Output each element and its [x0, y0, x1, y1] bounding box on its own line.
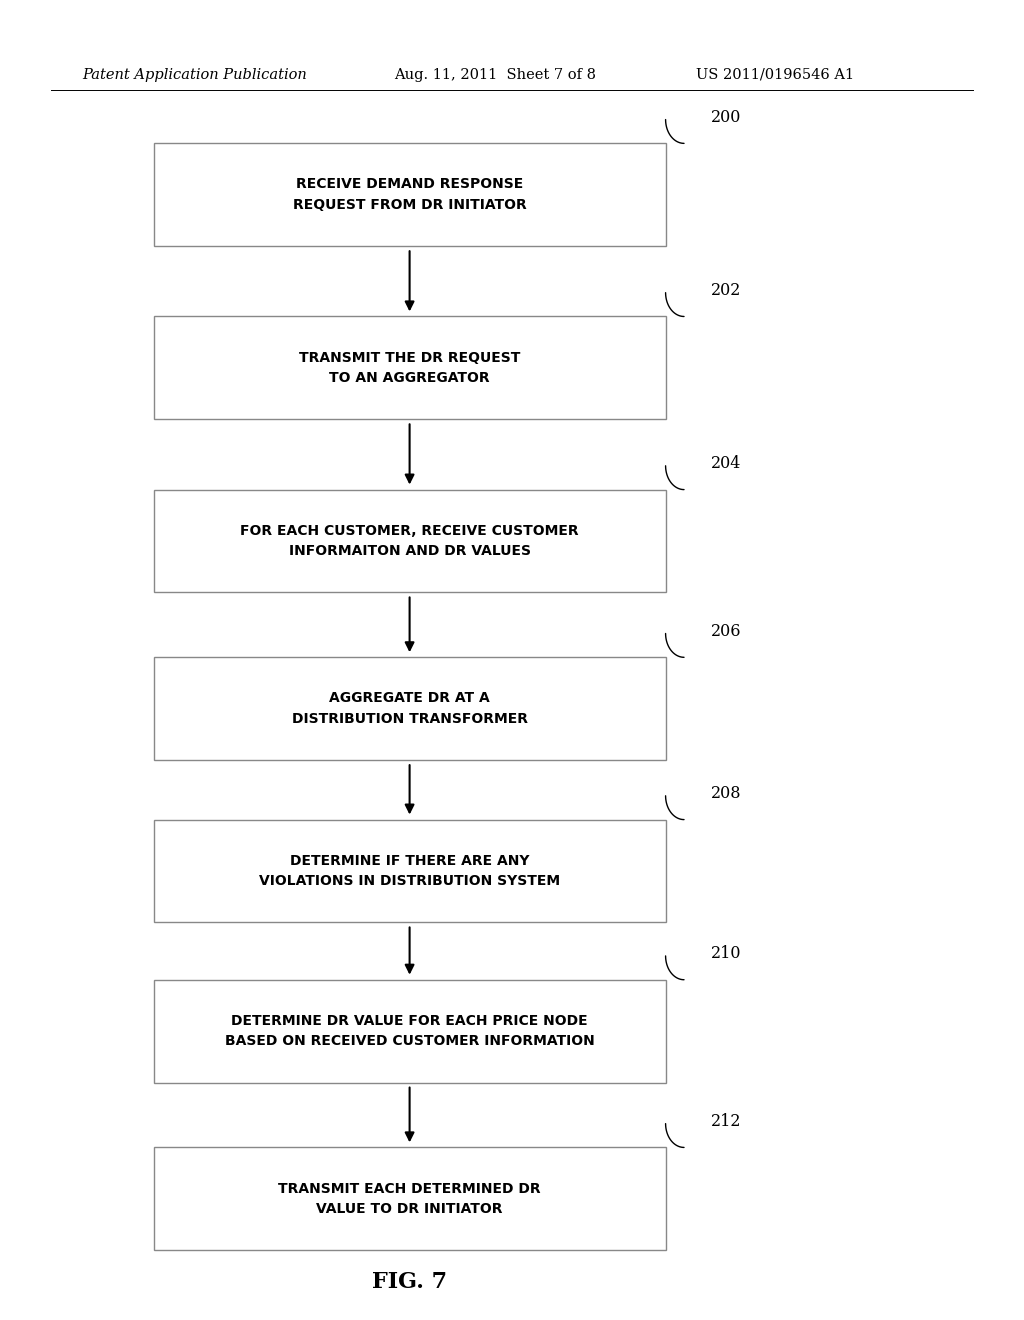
Text: TRANSMIT THE DR REQUEST
TO AN AGGREGATOR: TRANSMIT THE DR REQUEST TO AN AGGREGATOR	[299, 351, 520, 385]
Text: 212: 212	[711, 1113, 741, 1130]
Bar	[154, 490, 666, 593]
Bar	[154, 820, 666, 923]
Text: FOR EACH CUSTOMER, RECEIVE CUSTOMER
INFORMAITON AND DR VALUES: FOR EACH CUSTOMER, RECEIVE CUSTOMER INFO…	[241, 524, 579, 558]
Text: 204: 204	[711, 455, 741, 473]
Text: Patent Application Publication: Patent Application Publication	[82, 69, 306, 82]
Text: 208: 208	[711, 785, 741, 803]
Text: TRANSMIT EACH DETERMINED DR
VALUE TO DR INITIATOR: TRANSMIT EACH DETERMINED DR VALUE TO DR …	[279, 1181, 541, 1216]
Text: 210: 210	[711, 945, 741, 962]
Bar	[154, 144, 666, 246]
Text: US 2011/0196546 A1: US 2011/0196546 A1	[696, 69, 854, 82]
Bar	[154, 317, 666, 420]
Text: Aug. 11, 2011  Sheet 7 of 8: Aug. 11, 2011 Sheet 7 of 8	[394, 69, 596, 82]
Text: FIG. 7: FIG. 7	[372, 1271, 447, 1294]
Text: AGGREGATE DR AT A
DISTRIBUTION TRANSFORMER: AGGREGATE DR AT A DISTRIBUTION TRANSFORM…	[292, 692, 527, 726]
Text: RECEIVE DEMAND RESPONSE
REQUEST FROM DR INITIATOR: RECEIVE DEMAND RESPONSE REQUEST FROM DR …	[293, 177, 526, 213]
Text: 202: 202	[711, 281, 741, 298]
Bar	[154, 657, 666, 760]
Text: 206: 206	[711, 623, 741, 640]
Text: DETERMINE IF THERE ARE ANY
VIOLATIONS IN DISTRIBUTION SYSTEM: DETERMINE IF THERE ARE ANY VIOLATIONS IN…	[259, 854, 560, 888]
Bar	[154, 1147, 666, 1250]
Bar	[154, 979, 666, 1082]
Text: DETERMINE DR VALUE FOR EACH PRICE NODE
BASED ON RECEIVED CUSTOMER INFORMATION: DETERMINE DR VALUE FOR EACH PRICE NODE B…	[224, 1014, 595, 1048]
Text: 200: 200	[711, 108, 741, 125]
